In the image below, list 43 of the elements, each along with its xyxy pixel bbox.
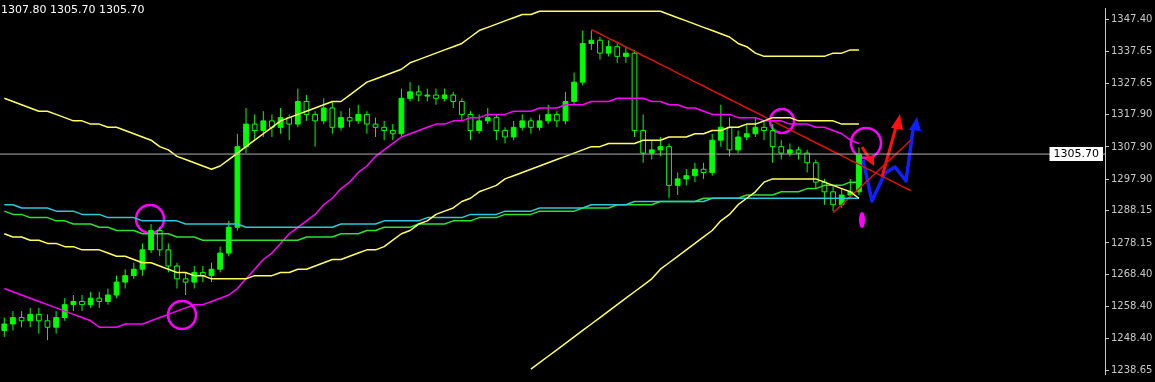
- candlestick: [597, 36, 603, 61]
- candlestick: [18, 310, 25, 328]
- annotation: 1307.80 1305.70 1305.70: [1, 3, 145, 17]
- candlestick: [700, 162, 707, 180]
- candlestick: [407, 81, 413, 103]
- candlestick: [44, 313, 51, 341]
- y-tick-label: 1337.65: [1111, 44, 1153, 56]
- candlestick: [251, 113, 258, 141]
- candlestick: [53, 310, 59, 335]
- candlestick: [364, 110, 370, 135]
- candlestick: [614, 42, 621, 64]
- candlestick: [769, 123, 776, 164]
- y-tick-label: 1248.40: [1111, 332, 1153, 344]
- y-tick-label: 1347.40: [1111, 13, 1153, 25]
- candlestick: [312, 110, 318, 148]
- candlestick: [666, 142, 672, 199]
- candlestick: [182, 271, 189, 296]
- y-tick-label: 1258.40: [1111, 300, 1153, 312]
- candlestick: [96, 291, 103, 309]
- candlestick: [35, 307, 42, 335]
- ref-line-label: 1305.70: [1053, 146, 1100, 160]
- y-tick-label: 1297.90: [1111, 172, 1153, 184]
- y-tick-label: 1288.15: [1111, 204, 1153, 216]
- y-tick-label: 1307.90: [1111, 140, 1153, 152]
- candlestick: [174, 262, 180, 290]
- candlestick: [415, 84, 422, 103]
- candlestick: [269, 113, 275, 138]
- y-tick-label: 1238.65: [1111, 363, 1153, 375]
- y-tick-label: 1268.40: [1111, 267, 1153, 279]
- candlestick: [303, 94, 310, 122]
- candlestick: [286, 113, 293, 141]
- candlestick: [381, 120, 388, 141]
- candlestick: [830, 184, 836, 212]
- candlestick: [528, 117, 534, 135]
- y-tick-label: 1317.90: [1111, 108, 1153, 120]
- y-tick-label: 1278.15: [1111, 236, 1153, 248]
- candlestick: [787, 142, 793, 157]
- y-tick-label: 1327.65: [1111, 76, 1153, 88]
- candlestick: [338, 110, 344, 132]
- candlestick: [467, 110, 474, 141]
- candlestick: [458, 97, 465, 122]
- candlestick: [640, 113, 647, 164]
- candlestick: [389, 123, 396, 141]
